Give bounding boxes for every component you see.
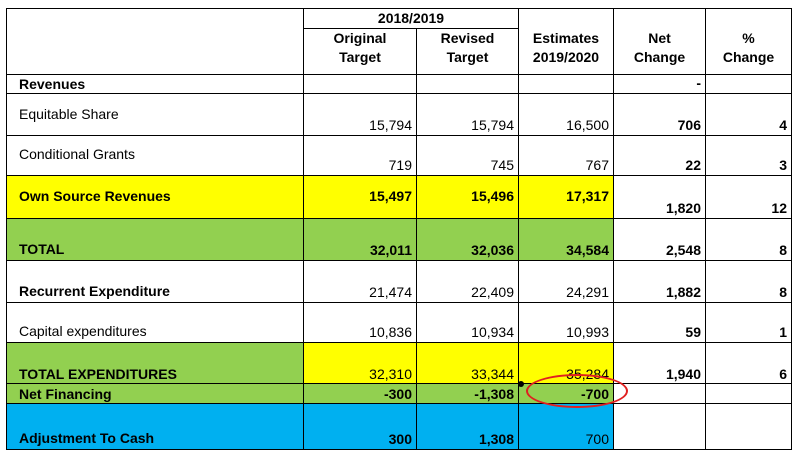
cell-original: -300 [303,383,417,404]
cell-estimates: 10,993 [518,302,614,343]
highlight-circle [526,374,628,408]
cell-revised: 15,496 [416,175,519,219]
cell-revised: 32,036 [416,218,519,261]
cell-revised: 745 [416,135,519,176]
table-row: Conditional Grants 719 745 767 22 3 [6,135,792,176]
cell-estimates: 34,584 [518,218,614,261]
cell-original: 15,794 [303,93,417,136]
cell-net: - [613,74,706,94]
header-revised-target: Revised Target [416,28,519,75]
cell-pct: 8 [705,260,792,303]
cell-net: 1,882 [613,260,706,303]
cell-estimates: 700 [518,403,614,450]
row-label-own-source: Own Source Revenues [6,175,304,219]
cell-pct: 1 [705,302,792,343]
cell-pct: 3 [705,135,792,176]
marker-dot [518,381,524,387]
table-row: Own Source Revenues 15,497 15,496 17,317… [6,175,792,219]
header-row-period: 2018/2019 [6,8,792,29]
header-pct-change: % Change [705,28,792,75]
cell-original: 32,011 [303,218,417,261]
cell-estimates: 16,500 [518,93,614,136]
cell-net: 1,820 [613,175,706,219]
row-label-recurrent: Recurrent Expenditure [6,260,304,303]
cell-pct: 4 [705,93,792,136]
table-row: Net Financing -300 -1,308 -700 [6,383,792,404]
cell-revised: 33,344 [416,342,519,384]
cell-revised: 15,794 [416,93,519,136]
cell-pct: 12 [705,175,792,219]
table-row: Equitable Share 15,794 15,794 16,500 706… [6,93,792,136]
cell-original: 32,310 [303,342,417,384]
cell-pct: 6 [705,342,792,384]
cell-original: 15,497 [303,175,417,219]
cell-net: 706 [613,93,706,136]
cell-estimates: 17,317 [518,175,614,219]
row-label-net-financing: Net Financing [6,383,304,404]
header-row-columns: Original Target Revised Target Estimates 20… [6,28,792,75]
row-label-equitable-share: Equitable Share [6,93,304,136]
header-period: 2018/2019 [303,8,519,29]
cell-pct: 8 [705,218,792,261]
cell-net: 22 [613,135,706,176]
cell-estimates: 767 [518,135,614,176]
row-label-total: TOTAL [6,218,304,261]
cell-revised: 10,934 [416,302,519,343]
header-net-change: Net Change [613,28,706,75]
header-estimates: Estimates 2019/2020 [518,28,614,75]
cell-estimates: 24,291 [518,260,614,303]
budget-table: 2018/2019 Original Target Revised Target E… [6,8,792,450]
cell-revised: 1,308 [416,403,519,450]
row-label-conditional-grants: Conditional Grants [6,135,304,176]
cell-net: 59 [613,302,706,343]
cell-net: 2,548 [613,218,706,261]
table-row: Adjustment To Cash 300 1,308 700 [6,403,792,450]
cell-revised: -1,308 [416,383,519,404]
cell-original: 300 [303,403,417,450]
row-label-revenues: Revenues [6,74,304,94]
cell-original: 719 [303,135,417,176]
table-row: TOTAL EXPENDITURES 32,310 33,344 35,284 … [6,342,792,384]
header-blank-cell [6,8,304,29]
cell-original: 21,474 [303,260,417,303]
header-original-target: Original Target [303,28,417,75]
table-row: Revenues - [6,74,792,94]
row-label-total-expenditures: TOTAL EXPENDITURES [6,342,304,384]
row-label-adjustment: Adjustment To Cash [6,403,304,450]
cell-net: 1,940 [613,342,706,384]
cell-revised: 22,409 [416,260,519,303]
cell-original: 10,836 [303,302,417,343]
table-row: Capital expenditures 10,836 10,934 10,99… [6,302,792,343]
table-row: TOTAL 32,011 32,036 34,584 2,548 8 [6,218,792,261]
table-row: Recurrent Expenditure 21,474 22,409 24,2… [6,260,792,303]
row-label-capital: Capital expenditures [6,302,304,343]
